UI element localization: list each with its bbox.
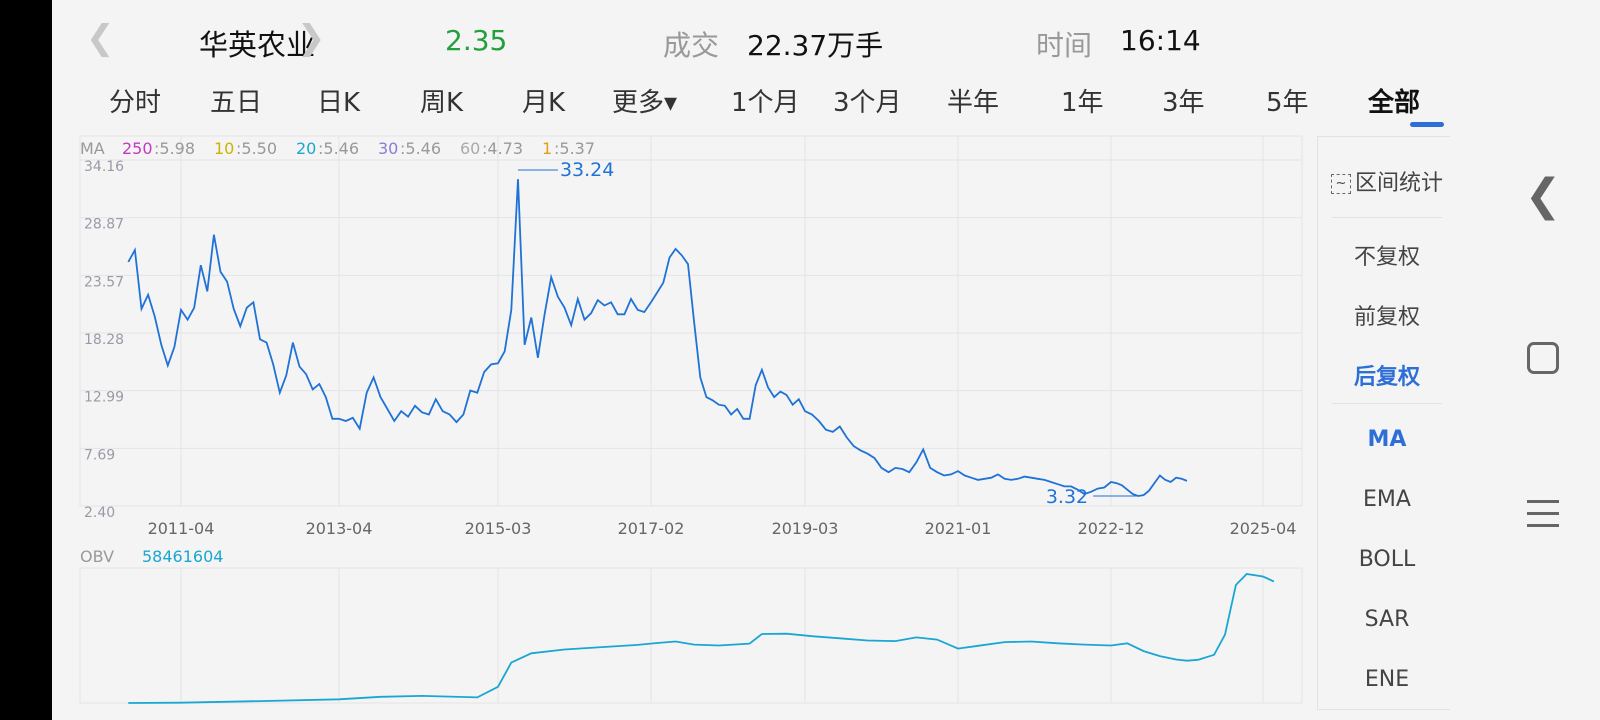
period-tabs: 分时 五日 日K 周K 月K 更多▾ 1个月 3个月 半年 1年 3年 5年 全… bbox=[52, 82, 1450, 132]
range-stats-button[interactable]: ~ 区间统计 bbox=[1318, 165, 1456, 197]
tab-3-year[interactable]: 3年 bbox=[1162, 88, 1205, 118]
obv-chart-frame bbox=[79, 567, 1303, 704]
x-tick-label: 2011-04 bbox=[148, 519, 215, 538]
tab-all[interactable]: 全部 bbox=[1368, 88, 1421, 118]
volume-value: 22.37万手 bbox=[747, 29, 884, 62]
ma-legend-label: 30 bbox=[378, 139, 398, 158]
ma-legend-value: :5.50 bbox=[236, 139, 277, 158]
stock-name: 华英农业 bbox=[199, 28, 316, 62]
adjust-none[interactable]: 不复权 bbox=[1353, 245, 1420, 270]
side-panel: ~ 区间统计 不复权 前复权 后复权 MA EMA BOLL SAR ENE bbox=[1317, 136, 1455, 710]
x-tick-label: 2013-04 bbox=[306, 519, 373, 538]
ma-legend-label: 250 bbox=[122, 139, 153, 158]
price-y-tick: 2.40 bbox=[84, 505, 115, 521]
price-y-tick: 7.69 bbox=[84, 447, 115, 463]
ma-legend-value: :4.73 bbox=[482, 139, 523, 158]
x-tick-label: 2015-03 bbox=[465, 519, 532, 538]
panel-divider bbox=[1332, 403, 1442, 404]
tab-fenshi[interactable]: 分时 bbox=[109, 88, 162, 118]
system-nav-bar bbox=[1450, 0, 1600, 720]
indicator-ema[interactable]: EMA bbox=[1363, 487, 1411, 512]
x-tick-label: 2025-04 bbox=[1230, 519, 1297, 538]
adjust-backward[interactable]: 后复权 bbox=[1353, 365, 1420, 390]
tab-weekly-k[interactable]: 周K bbox=[420, 88, 464, 118]
max-annotation-label: 33.24 bbox=[560, 159, 614, 181]
tab-1-year[interactable]: 1年 bbox=[1061, 88, 1104, 118]
price-y-tick: 18.28 bbox=[84, 332, 124, 348]
x-tick-label: 2022-12 bbox=[1078, 519, 1145, 538]
ma-legend-label: 10 bbox=[214, 139, 234, 158]
indicator-boll[interactable]: BOLL bbox=[1358, 547, 1416, 572]
recent-apps-icon[interactable] bbox=[1527, 500, 1559, 536]
left-edge bbox=[0, 0, 52, 720]
back-icon[interactable]: ❮ bbox=[1524, 170, 1562, 221]
ma-legend-value: :5.46 bbox=[400, 139, 441, 158]
price-y-tick: 12.99 bbox=[84, 390, 124, 406]
price-line bbox=[127, 179, 1188, 497]
price-chart-frame bbox=[79, 135, 1303, 507]
indicator-sar[interactable]: SAR bbox=[1364, 607, 1410, 632]
ma-legend-value: :5.37 bbox=[554, 139, 595, 158]
obv-legend-value: 58461604 bbox=[142, 547, 223, 566]
ma-legend-label: 1 bbox=[542, 139, 552, 158]
time-value: 16:14 bbox=[1120, 24, 1201, 57]
tab-five-day[interactable]: 五日 bbox=[210, 88, 263, 118]
indicator-ma[interactable]: MA bbox=[1367, 427, 1407, 452]
indicator-ene[interactable]: ENE bbox=[1364, 667, 1410, 692]
tab-5-year[interactable]: 5年 bbox=[1266, 88, 1309, 118]
adjust-forward[interactable]: 前复权 bbox=[1353, 305, 1420, 330]
tab-3-month[interactable]: 3个月 bbox=[833, 88, 902, 118]
time-label: 时间 bbox=[1036, 29, 1093, 62]
home-icon[interactable] bbox=[1527, 342, 1559, 374]
tab-more[interactable]: 更多▾ bbox=[612, 88, 678, 118]
ma-legend-label: 60 bbox=[460, 139, 480, 158]
chevron-right-icon[interactable]: ❯ bbox=[297, 18, 326, 58]
obv-line bbox=[128, 573, 1275, 704]
tab-monthly-k[interactable]: 月K bbox=[522, 88, 566, 118]
tab-half-year[interactable]: 半年 bbox=[947, 88, 1000, 118]
price-y-tick: 28.87 bbox=[84, 217, 124, 233]
volume-label: 成交 bbox=[663, 29, 720, 62]
x-tick-label: 2017-02 bbox=[618, 519, 685, 538]
tab-1-month[interactable]: 1个月 bbox=[731, 88, 800, 118]
ma-legend-value: :5.98 bbox=[154, 139, 195, 158]
panel-divider bbox=[1332, 217, 1442, 218]
price-y-tick: 23.57 bbox=[84, 274, 124, 290]
active-tab-indicator bbox=[1410, 122, 1444, 127]
ma-legend-value: :5.46 bbox=[318, 139, 359, 158]
x-tick-label: 2021-01 bbox=[925, 519, 992, 538]
tab-daily-k[interactable]: 日K bbox=[317, 88, 361, 118]
ma-legend-label: 20 bbox=[296, 139, 316, 158]
x-tick-label: 2019-03 bbox=[772, 519, 839, 538]
min-annotation-label: 3.32 bbox=[1046, 486, 1088, 508]
chevron-left-icon[interactable]: ❮ bbox=[86, 18, 115, 58]
range-stats-icon: ~ bbox=[1330, 174, 1351, 194]
stock-price: 2.35 bbox=[445, 24, 508, 57]
obv-legend-label: OBV bbox=[80, 547, 114, 566]
ma-legend-label: MA bbox=[80, 139, 105, 158]
price-y-tick: 34.16 bbox=[84, 159, 124, 175]
